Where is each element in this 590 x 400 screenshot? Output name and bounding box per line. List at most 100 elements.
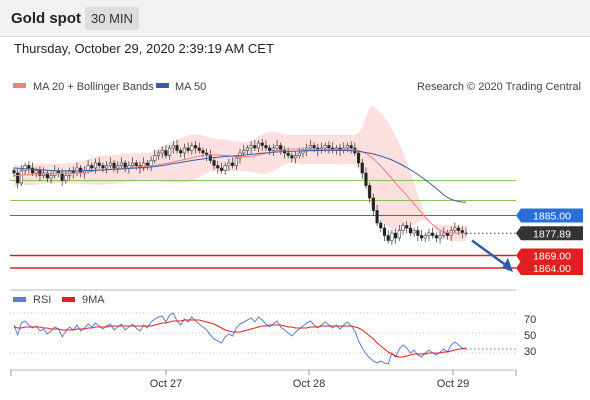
forecast-arrow xyxy=(471,239,508,268)
level-label-1885.00-box xyxy=(516,208,583,223)
level-label-1869.00-box xyxy=(516,248,583,263)
ma50-line xyxy=(13,149,467,203)
candle xyxy=(256,140,261,153)
candle xyxy=(360,158,364,179)
candle xyxy=(168,145,172,160)
candle xyxy=(227,158,231,171)
candle xyxy=(434,232,438,243)
candle xyxy=(405,221,409,234)
candle xyxy=(423,232,427,243)
candle xyxy=(401,222,405,235)
level-label-1869.00: 1869.00 xyxy=(533,251,571,263)
candle xyxy=(260,138,264,151)
price-layer xyxy=(10,106,516,272)
candle xyxy=(294,151,298,164)
candle xyxy=(231,157,235,169)
candle xyxy=(234,155,238,170)
timestamp: Thursday, October 29, 2020 2:39:19 AM CE… xyxy=(14,41,274,56)
level-label-1864.00: 1864.00 xyxy=(533,263,571,275)
legend-rsi-swatch xyxy=(13,297,26,302)
candle xyxy=(160,146,164,159)
candle xyxy=(438,231,442,244)
bollinger-band xyxy=(14,106,466,242)
candle xyxy=(219,162,224,174)
candle xyxy=(112,160,116,173)
rsi-layer xyxy=(10,312,516,365)
legend-ma50-swatch xyxy=(156,83,169,88)
candle xyxy=(375,205,379,226)
candle xyxy=(412,227,416,238)
legend-ma50-label: MA 50 xyxy=(175,81,206,93)
current-price-label: 1877.89 xyxy=(533,228,571,240)
credit-label: Research © 2020 Trading Central xyxy=(417,81,581,93)
candle xyxy=(171,141,175,154)
candle xyxy=(242,145,246,156)
rsi-tick-70: 70 xyxy=(524,314,536,326)
legend-rsi-ma-label: 9MA xyxy=(82,294,105,306)
x-tick-oct29: Oct 29 xyxy=(437,378,469,390)
candle xyxy=(105,161,109,174)
candle xyxy=(431,227,435,239)
candle xyxy=(190,142,194,155)
candle xyxy=(390,230,394,245)
x-tick-oct28: Oct 28 xyxy=(293,378,325,390)
level-label-1885.00: 1885.00 xyxy=(533,211,571,223)
candle xyxy=(249,141,253,154)
candle xyxy=(223,162,227,175)
candle xyxy=(45,170,49,183)
candle xyxy=(245,145,249,155)
forecast-arrow-head xyxy=(502,258,513,272)
chart-header: Gold spot 30 MIN xyxy=(0,0,590,37)
rsi-line xyxy=(13,312,467,365)
candle xyxy=(97,157,101,169)
candle xyxy=(175,140,179,154)
legend-ma20-swatch xyxy=(13,83,26,88)
candle xyxy=(216,161,220,174)
candle xyxy=(64,170,68,184)
x-tick-oct27: Oct 27 xyxy=(150,378,182,390)
candle xyxy=(186,142,190,154)
candle xyxy=(101,162,105,173)
candle xyxy=(349,141,353,154)
candle xyxy=(408,222,412,236)
candle xyxy=(212,157,216,170)
candle xyxy=(116,161,120,174)
candle xyxy=(290,152,294,163)
candle xyxy=(16,168,20,189)
candle xyxy=(397,225,401,241)
candle xyxy=(197,142,201,154)
candle xyxy=(271,143,275,156)
candle xyxy=(379,220,383,233)
candle xyxy=(108,157,112,169)
candle xyxy=(145,160,149,170)
candle xyxy=(416,226,420,241)
legend-rsi-label: RSI xyxy=(33,294,51,306)
candle xyxy=(371,193,375,216)
candle xyxy=(427,228,431,241)
interval-badge[interactable]: 30 MIN xyxy=(85,7,139,30)
rsi-tick-30: 30 xyxy=(524,346,536,358)
candle xyxy=(382,223,387,241)
instrument-title: Gold spot xyxy=(11,10,81,27)
ma20-line xyxy=(14,148,466,234)
candle xyxy=(193,141,198,154)
current-price-label-box xyxy=(516,226,583,241)
rsi-tick-50: 50 xyxy=(524,330,536,342)
candle xyxy=(368,182,372,203)
legend-ma20-label: MA 20 + Bollinger Bands xyxy=(33,81,154,93)
candle xyxy=(364,167,368,189)
level-label-1891.00: 1891.00 xyxy=(525,196,563,208)
candle xyxy=(164,145,168,159)
candle xyxy=(327,141,331,154)
candle xyxy=(153,150,157,164)
candle xyxy=(453,222,457,234)
candle xyxy=(442,227,446,239)
candle xyxy=(386,230,390,244)
candle xyxy=(131,157,135,169)
level-label-1864.00-box xyxy=(516,261,583,275)
candle xyxy=(179,147,183,158)
level-label-1899.00: 1899.00 xyxy=(525,176,563,188)
candle xyxy=(275,140,279,151)
